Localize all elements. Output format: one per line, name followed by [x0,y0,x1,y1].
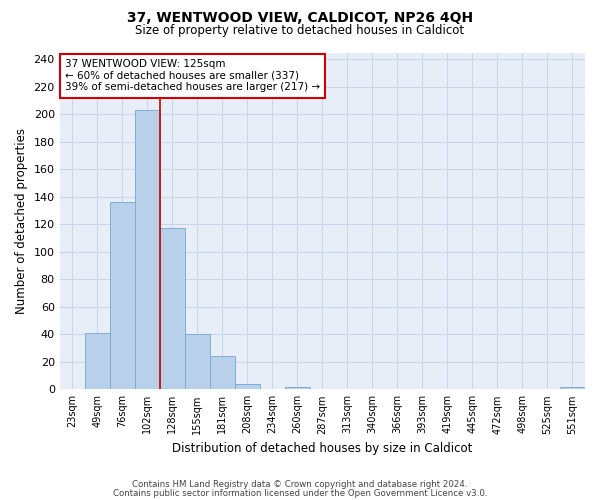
Bar [560,386,585,390]
Bar [285,386,310,390]
Bar [135,110,160,390]
Text: Contains HM Land Registry data © Crown copyright and database right 2024.: Contains HM Land Registry data © Crown c… [132,480,468,489]
Bar [185,334,210,390]
Bar [210,356,235,390]
Text: 37 WENTWOOD VIEW: 125sqm
← 60% of detached houses are smaller (337)
39% of semi-: 37 WENTWOOD VIEW: 125sqm ← 60% of detach… [65,59,320,92]
Text: 37, WENTWOOD VIEW, CALDICOT, NP26 4QH: 37, WENTWOOD VIEW, CALDICOT, NP26 4QH [127,11,473,25]
Bar [85,333,110,390]
Bar [110,202,135,390]
Bar [160,228,185,390]
Bar [235,384,260,390]
Y-axis label: Number of detached properties: Number of detached properties [15,128,28,314]
Text: Size of property relative to detached houses in Caldicot: Size of property relative to detached ho… [136,24,464,37]
Text: Contains public sector information licensed under the Open Government Licence v3: Contains public sector information licen… [113,488,487,498]
X-axis label: Distribution of detached houses by size in Caldicot: Distribution of detached houses by size … [172,442,473,455]
